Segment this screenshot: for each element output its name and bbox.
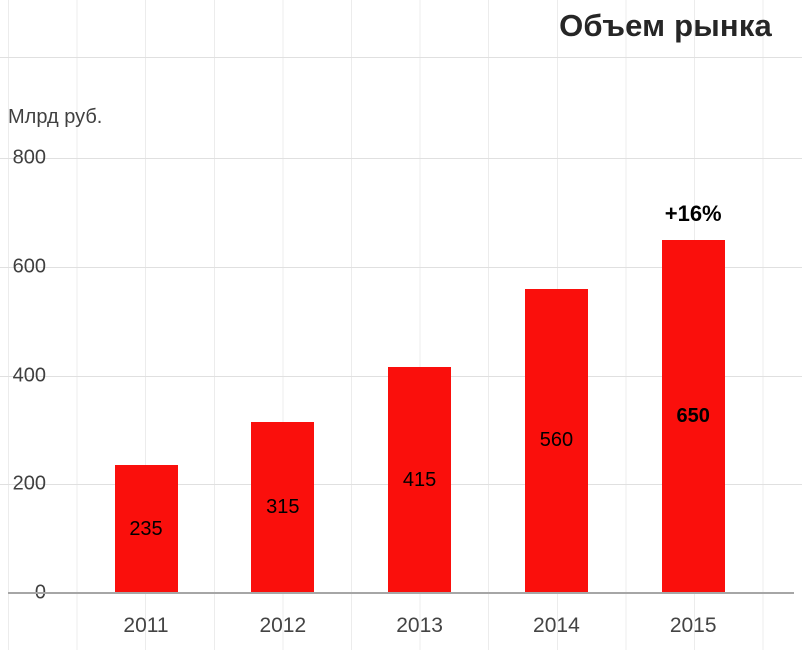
bar-2013: 415: [388, 367, 452, 593]
bar-2014: 560: [524, 288, 588, 593]
x-tick-label-2013: 2013: [396, 614, 443, 637]
gridline: [0, 267, 802, 268]
gridline: [0, 57, 802, 58]
bar-2015: 650: [661, 239, 725, 593]
bar-value-label: 650: [676, 404, 710, 427]
bar-2012: 315: [251, 421, 315, 593]
x-tick-label-2011: 2011: [123, 614, 169, 637]
y-tick-label: 200: [12, 472, 46, 495]
y-tick-label: 800: [12, 146, 46, 169]
x-tick-label-2014: 2014: [533, 614, 580, 637]
bar-value-label: 415: [402, 468, 437, 491]
bar-value-label: 560: [539, 429, 574, 452]
bar-value-label: 235: [129, 517, 163, 540]
bar-value-label: 315: [266, 495, 300, 518]
bar-2011: 235: [114, 465, 178, 593]
gridline: [0, 158, 802, 159]
x-tick-label-2015: 2015: [669, 614, 717, 637]
x-tick-label-2012: 2012: [259, 614, 307, 637]
y-tick-label: 600: [12, 255, 46, 278]
growth-annotation: +16%: [664, 200, 722, 226]
chart-title: Объем рынка: [559, 8, 772, 43]
y-axis-unit-label: Млрд руб.: [8, 106, 103, 128]
x-axis-line: [8, 592, 794, 594]
y-tick-label: 400: [12, 364, 46, 386]
